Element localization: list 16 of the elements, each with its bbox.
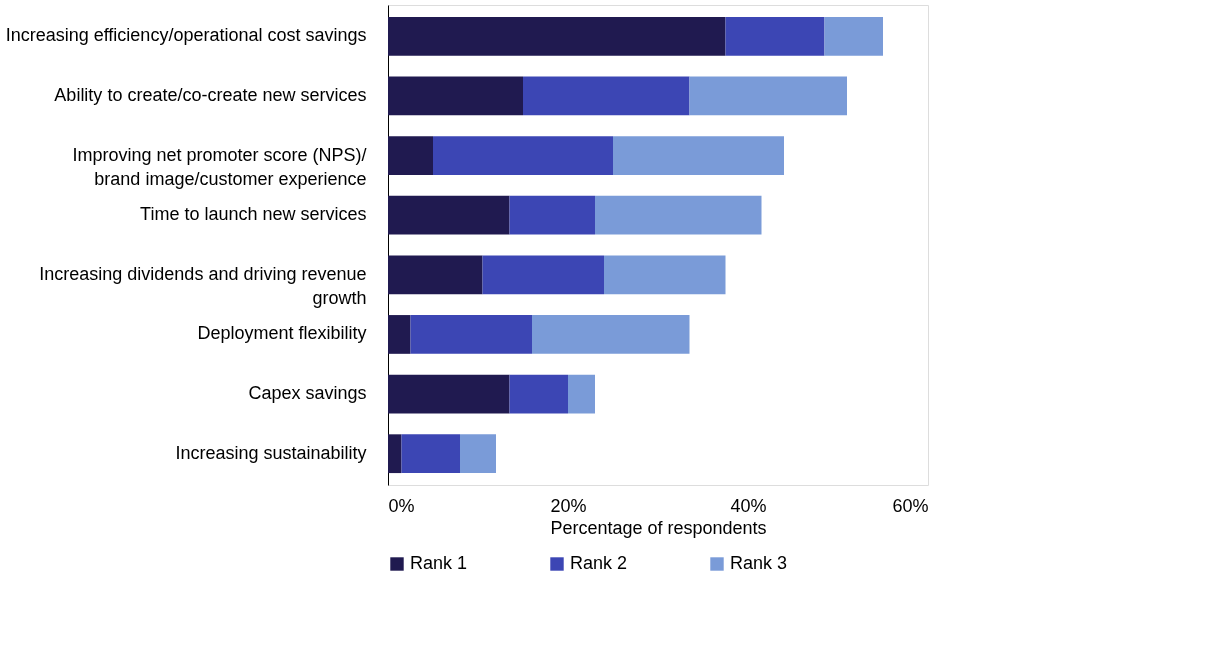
y-tick-label: Deployment flexibility — [197, 323, 367, 344]
x-tick-label: 0% — [388, 495, 415, 516]
y-tick-label: Improving net promoter score (NPS)/ brand image/customer experience — [72, 144, 367, 189]
y-tick-label: Increasing efficiency/operational cost savings — [5, 25, 367, 46]
x-tick-label: 40% — [730, 495, 767, 516]
y-tick-label: Ability to create/co-create new services — [54, 84, 367, 105]
y-tick-label: Capex savings — [248, 383, 367, 404]
legend-label: Rank 2 — [570, 553, 628, 573]
x-tick-label: 20% — [550, 495, 587, 516]
y-tick-label: Time to launch new services — [140, 204, 367, 225]
y-tick-label: Increasing dividends and driving revenue growth — [39, 263, 367, 308]
legend-label: Rank 1 — [410, 553, 468, 573]
x-axis-title: Percentage of respondents — [550, 517, 767, 538]
legend-label: Rank 3 — [730, 553, 788, 573]
x-tick-label: 60% — [892, 495, 929, 516]
y-tick-label: Increasing sustainability — [175, 442, 367, 463]
